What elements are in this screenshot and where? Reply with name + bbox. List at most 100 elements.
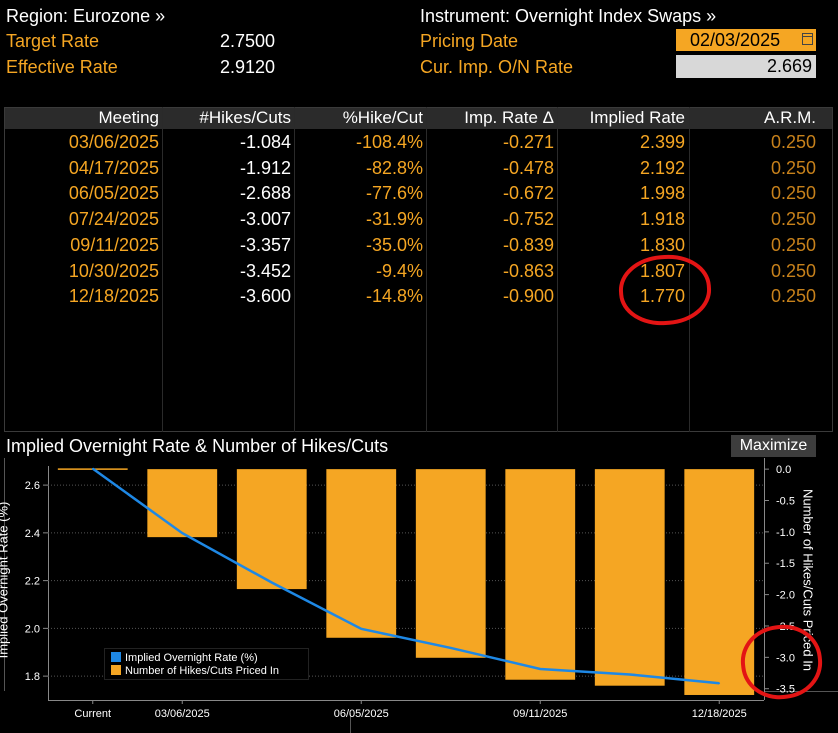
legend-label: Number of Hikes/Cuts Priced In: [125, 665, 280, 677]
implied-rate-point: [270, 581, 273, 584]
cell-meeting: 10/30/2025: [68, 260, 159, 281]
cell-arm: 0.250: [770, 132, 816, 152]
cell-imp-rate-delta: -0.672: [502, 183, 554, 204]
calendar-icon[interactable]: [802, 33, 813, 45]
instrument-selector[interactable]: Instrument: Overnight Index Swaps »: [420, 6, 717, 26]
column-divider: [426, 107, 427, 432]
bar-09-11-2025: [505, 469, 576, 680]
col-header-implied-rate[interactable]: Implied Rate: [589, 108, 685, 127]
bar-04-17-2025: [236, 469, 307, 590]
cell-pct-hike-cut: -14.8%: [365, 286, 423, 307]
bar-03-06-2025: [147, 469, 218, 538]
right-tick-label: -0.5: [776, 496, 795, 508]
cell-arm: 0.250: [770, 209, 816, 230]
target-rate-value: 2.7500: [219, 31, 275, 51]
target-rate-label: Target Rate: [6, 31, 100, 51]
cell-pct-hike-cut: -108.4%: [355, 132, 423, 152]
col-header-hikes-cuts[interactable]: #Hikes/Cuts: [199, 108, 291, 127]
maximize-button[interactable]: Maximize: [731, 435, 816, 457]
implied-rate-point: [181, 532, 184, 534]
col-header-arm[interactable]: A.R.M.: [764, 108, 816, 127]
column-divider: [162, 107, 163, 432]
column-divider: [294, 107, 295, 432]
column-divider: [689, 107, 690, 432]
cell-hikes-cuts: -1.912: [239, 157, 291, 178]
col-header-pct-hike-cut[interactable]: %Hike/Cut: [342, 108, 423, 127]
cell-implied-rate: 1.918: [639, 209, 685, 230]
cell-implied-rate: 1.830: [639, 234, 685, 255]
cell-hikes-cuts: -3.600: [239, 286, 291, 307]
table-header: [4, 107, 833, 129]
cell-hikes-cuts: -2.688: [239, 183, 291, 204]
cell-pct-hike-cut: -82.8%: [365, 157, 423, 178]
cell-imp-rate-delta: -0.863: [502, 260, 554, 281]
cell-arm: 0.250: [770, 286, 816, 307]
x-tick-label: 03/06/2025: [155, 708, 210, 720]
legend-item-implied-rate: Implied Overnight Rate (%): [111, 651, 258, 665]
pricing-date-input[interactable]: 02/03/2025: [676, 29, 816, 51]
cell-implied-rate: 1.807: [639, 260, 685, 281]
left-tick-label: 2.2: [25, 576, 40, 588]
meetings-table: [4, 107, 833, 432]
right-tick-label: -1.0: [776, 527, 795, 539]
cell-meeting: 07/24/2025: [68, 209, 159, 230]
cell-pct-hike-cut: -9.4%: [375, 260, 423, 281]
legend-item-hikes-cuts: Number of Hikes/Cuts Priced In: [111, 664, 279, 678]
implied-rate-point: [539, 668, 542, 670]
implied-rate-point: [718, 682, 721, 685]
x-tick-label: Current: [74, 708, 111, 720]
cell-imp-rate-delta: -0.839: [502, 234, 554, 255]
region-selector[interactable]: Region: Eurozone »: [6, 6, 166, 26]
cell-imp-rate-delta: -0.900: [502, 286, 554, 307]
pricing-date-value[interactable]: 02/03/2025: [690, 30, 781, 50]
right-tick-label: -3.0: [776, 652, 795, 664]
left-tick-label: 1.8: [25, 671, 40, 683]
implied-rate-line: [92, 467, 720, 685]
implied-rate-point: [360, 628, 363, 630]
cell-implied-rate: 2.192: [639, 157, 685, 178]
cell-arm: 0.250: [770, 234, 816, 255]
right-tick-label: -2.5: [776, 621, 795, 633]
pricing-date-label: Pricing Date: [420, 31, 519, 51]
chart-legend: Implied Overnight Rate (%) Number of Hik…: [104, 648, 309, 680]
cell-implied-rate: 1.998: [639, 183, 685, 204]
effective-rate-label: Effective Rate: [6, 57, 118, 77]
col-header-imp-rate-delta[interactable]: Imp. Rate Δ: [464, 108, 554, 127]
left-tick-label: 2.4: [25, 528, 40, 540]
col-header-meeting[interactable]: Meeting: [98, 108, 159, 127]
chart-title: Implied Overnight Rate & Number of Hikes…: [6, 436, 389, 456]
cell-meeting: 09/11/2025: [70, 234, 159, 255]
cell-pct-hike-cut: -31.9%: [365, 209, 423, 230]
effective-rate-value: 2.9120: [219, 57, 275, 77]
cell-hikes-cuts: -1.084: [239, 132, 291, 152]
legend-label: Implied Overnight Rate (%): [125, 652, 258, 664]
cell-meeting: 04/17/2025: [68, 157, 159, 178]
cell-meeting: 12/18/2025: [68, 286, 159, 307]
cell-arm: 0.250: [770, 157, 816, 178]
cell-hikes-cuts: -3.452: [239, 260, 291, 281]
cell-arm: 0.250: [770, 183, 816, 204]
cell-pct-hike-cut: -77.6%: [365, 183, 423, 204]
right-tick-label: -3.5: [776, 684, 795, 696]
bar-12-18-2025: [684, 469, 755, 695]
bar-07-24-2025: [415, 469, 486, 658]
cell-hikes-cuts: -3.357: [239, 234, 291, 255]
implied-rate-point: [449, 647, 452, 649]
cur-imp-rate-label: Cur. Imp. O/N Rate: [420, 57, 574, 77]
bar-06-05-2025: [326, 469, 397, 638]
x-tick-label: 06/05/2025: [334, 708, 389, 720]
cell-pct-hike-cut: -35.0%: [365, 234, 423, 255]
cell-implied-rate: 1.770: [639, 286, 685, 307]
x-tick-label: 12/18/2025: [692, 708, 747, 720]
rate-hikes-chart: 2.6 2.4 2.2 2.0 1.8 Current 03/06/2025 06/05/2…: [4, 458, 838, 733]
cell-implied-rate: 2.399: [639, 132, 685, 152]
right-tick-label: -1.5: [776, 558, 795, 570]
bar-10-30-2025: [594, 469, 665, 686]
cell-meeting: 06/05/2025: [68, 183, 159, 204]
x-tick-label: 09/11/2025: [513, 708, 567, 720]
cur-imp-rate-field: 2.669: [676, 55, 816, 78]
cell-arm: 0.250: [770, 260, 816, 281]
column-divider: [557, 107, 558, 432]
cell-imp-rate-delta: -0.752: [502, 209, 554, 230]
legend-swatch: [111, 665, 121, 675]
